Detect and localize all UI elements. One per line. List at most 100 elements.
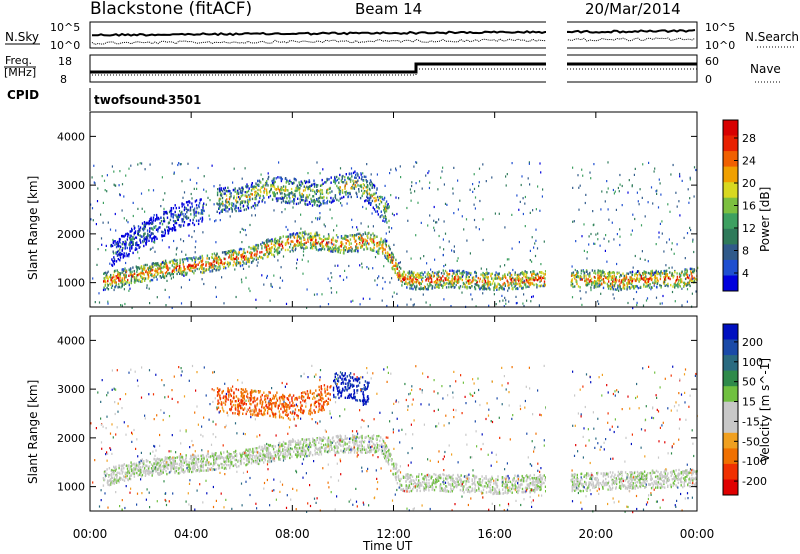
range-cell	[496, 288, 498, 291]
range-cell	[225, 210, 227, 213]
range-cell	[300, 213, 302, 216]
range-cell	[127, 253, 129, 257]
range-cell	[408, 278, 410, 281]
range-cell	[493, 277, 495, 280]
range-cell	[134, 226, 136, 229]
range-cell	[225, 266, 227, 270]
range-cell	[394, 269, 396, 273]
range-cell	[515, 283, 517, 286]
range-cell	[193, 230, 195, 233]
range-cell	[216, 252, 218, 255]
range-cell	[651, 286, 653, 289]
range-cell	[619, 235, 621, 238]
range-cell	[201, 209, 204, 212]
range-cell	[540, 484, 543, 488]
range-cell	[491, 272, 493, 275]
range-cell	[528, 282, 530, 285]
range-cell	[193, 210, 195, 214]
range-cell	[645, 275, 647, 278]
range-cell	[628, 286, 631, 289]
range-cell	[279, 286, 281, 289]
range-cell	[201, 216, 204, 219]
range-cell	[168, 226, 170, 229]
range-cell	[138, 228, 140, 231]
range-cell	[516, 490, 518, 494]
range-cell	[544, 277, 546, 280]
range-cell	[311, 244, 314, 248]
range-cell	[377, 249, 380, 252]
range-cell	[224, 186, 226, 190]
range-cell	[304, 186, 307, 190]
range-cell	[391, 261, 394, 264]
range-cell	[378, 252, 380, 255]
range-cell	[213, 258, 215, 261]
range-cell	[320, 202, 322, 206]
range-cell	[239, 261, 241, 264]
range-cell	[367, 196, 369, 200]
range-cell	[128, 289, 130, 292]
range-cell	[340, 249, 342, 252]
range-cell	[288, 182, 290, 185]
range-cell	[164, 275, 166, 278]
range-cell	[372, 232, 374, 235]
range-cell	[395, 258, 397, 262]
range-cell	[129, 272, 132, 275]
range-cell	[370, 193, 372, 197]
range-cell	[433, 219, 435, 222]
range-cell	[247, 199, 249, 202]
range-cell	[572, 186, 574, 189]
range-cell	[286, 178, 288, 181]
range-cell	[113, 275, 115, 278]
range-cell	[237, 257, 239, 260]
range-cell	[174, 228, 177, 232]
range-cell	[446, 278, 449, 282]
range-cell	[301, 244, 304, 247]
range-cell	[166, 216, 169, 219]
range-cell	[173, 239, 175, 243]
range-cell	[127, 233, 130, 236]
range-cell	[589, 279, 591, 282]
range-cell	[518, 279, 520, 283]
range-cell	[111, 482, 114, 485]
range-cell	[231, 250, 234, 254]
range-cell	[612, 278, 614, 281]
range-cell	[234, 208, 236, 211]
range-cell	[159, 222, 161, 225]
range-cell	[176, 272, 178, 276]
power-scatter	[90, 161, 699, 310]
range-cell	[173, 172, 175, 175]
range-cell	[638, 277, 640, 280]
range-cell	[122, 241, 124, 244]
range-cell	[369, 179, 372, 182]
range-cell	[676, 205, 678, 208]
range-cell	[375, 196, 377, 200]
range-cell	[473, 218, 476, 222]
range-cell	[179, 272, 181, 275]
range-cell	[253, 187, 255, 191]
range-cell	[93, 181, 95, 184]
range-cell	[159, 263, 162, 266]
range-cell	[140, 235, 142, 238]
range-cell	[268, 196, 270, 199]
range-cell	[232, 181, 234, 184]
range-cell	[292, 234, 294, 237]
range-cell	[133, 272, 136, 275]
range-cell	[453, 282, 455, 285]
range-cell	[330, 247, 332, 251]
range-cell	[429, 274, 431, 277]
range-cell	[321, 293, 323, 296]
range-cell	[611, 271, 614, 274]
range-cell	[408, 272, 410, 275]
range-cell	[594, 269, 596, 273]
range-cell	[154, 250, 156, 253]
range-cell	[614, 282, 617, 285]
range-cell	[425, 287, 427, 291]
range-cell	[287, 248, 289, 252]
range-cell	[449, 490, 452, 493]
range-cell	[656, 192, 658, 195]
range-cell	[164, 192, 166, 195]
range-cell	[653, 170, 655, 173]
range-cell	[434, 283, 436, 287]
range-cell	[130, 230, 132, 233]
range-cell	[168, 221, 171, 224]
